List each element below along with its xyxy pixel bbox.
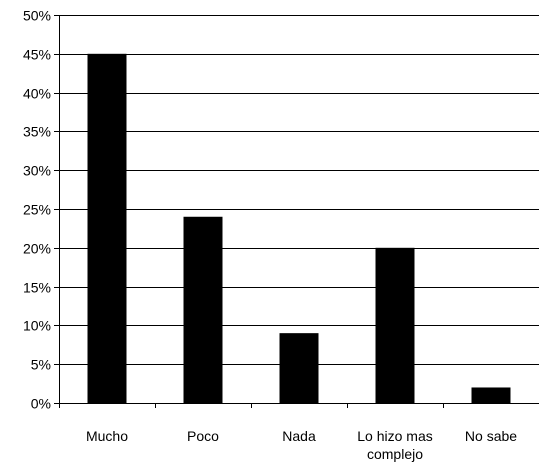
y-tick-label: 0% xyxy=(31,396,51,412)
y-tick-label: 40% xyxy=(23,86,51,102)
gridlines xyxy=(59,15,539,365)
y-tick-label: 30% xyxy=(23,163,51,179)
axes xyxy=(54,15,539,408)
labels: 0% 5% 10% 15% 20% 25% 30% 35% 40% 45% 50% Mucho Poco… xyxy=(23,8,517,463)
y-tick-label: 5% xyxy=(31,357,51,373)
bar xyxy=(87,53,127,404)
x-tick-label: Poco xyxy=(187,428,219,444)
x-tick-label: Lo hizo mas complejo xyxy=(357,428,432,462)
x-tick-label: No sabe xyxy=(465,428,517,444)
bar xyxy=(375,247,415,403)
x-tick-label: Nada xyxy=(282,428,316,444)
x-tick-label: Mucho xyxy=(86,428,128,444)
bars xyxy=(87,53,511,404)
bar xyxy=(183,216,223,403)
bar xyxy=(279,333,319,403)
y-tick-label: 10% xyxy=(23,318,51,334)
y-tick-label: 35% xyxy=(23,124,51,140)
bar xyxy=(471,387,511,403)
y-tick-label: 15% xyxy=(23,280,51,296)
y-tick-label: 45% xyxy=(23,47,51,63)
y-tick-label: 20% xyxy=(23,241,51,257)
y-tick-label: 50% xyxy=(23,8,51,24)
y-tick-label: 25% xyxy=(23,202,51,218)
